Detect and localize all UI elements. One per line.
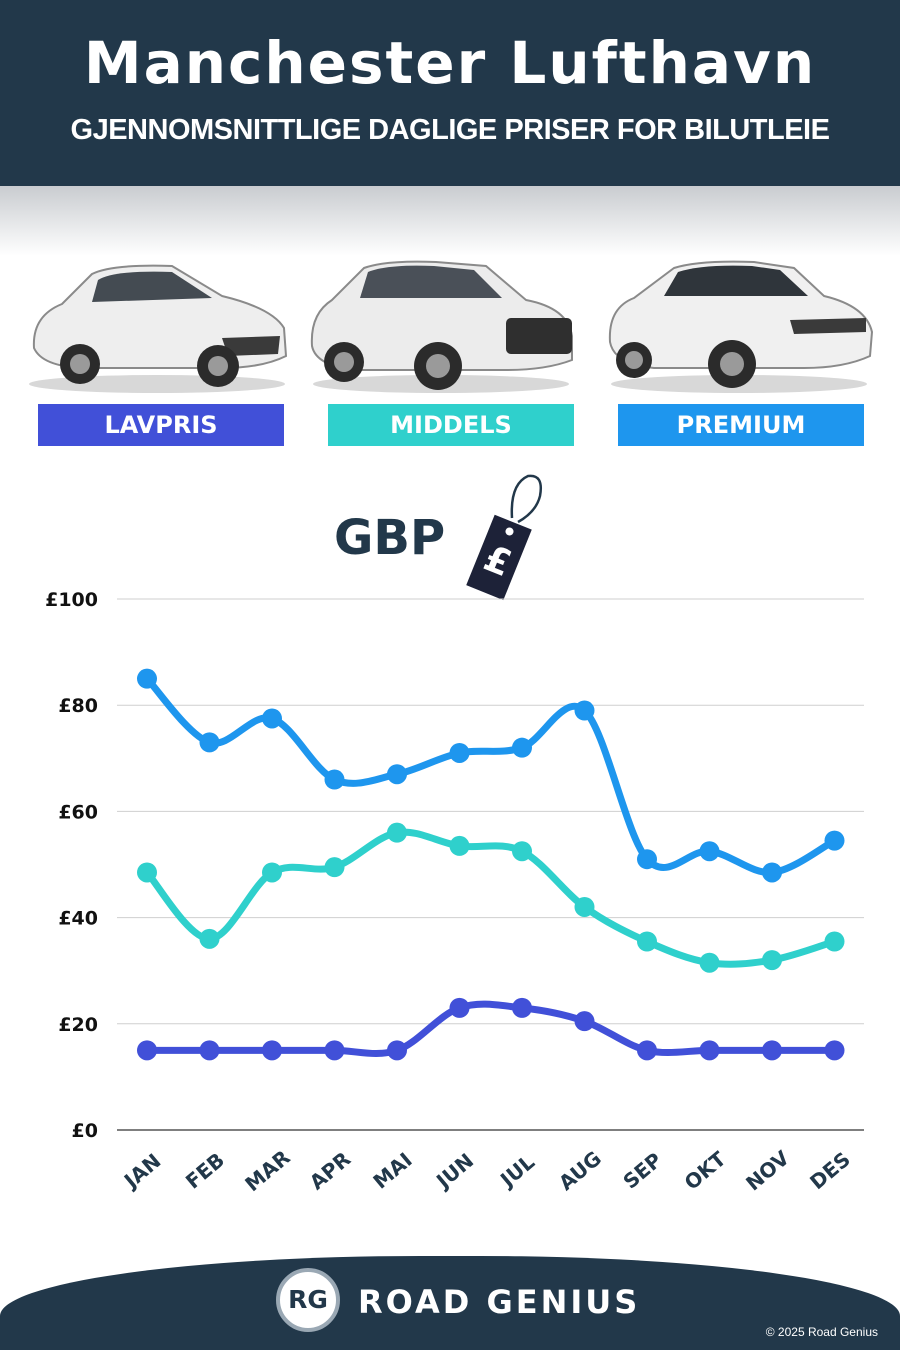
brand-name: ROAD GENIUS bbox=[358, 1283, 641, 1321]
data-point-middels bbox=[324, 857, 345, 878]
x-tick-label: APR bbox=[305, 1147, 355, 1195]
data-point-middels bbox=[387, 822, 407, 843]
price-tag-icon: £ bbox=[466, 474, 542, 601]
header: Manchester Lufthavn GJENNOMSNITTLIGE DAG… bbox=[0, 0, 900, 186]
data-point-premium bbox=[762, 862, 782, 883]
data-point-premium bbox=[199, 732, 220, 753]
y-tick-label: £20 bbox=[58, 1014, 98, 1036]
brand-logo-icon: RG bbox=[276, 1268, 340, 1332]
data-point-middels bbox=[824, 931, 845, 952]
category-badge-middels: MIDDELS bbox=[328, 404, 574, 446]
x-tick-label: DES bbox=[805, 1147, 855, 1194]
data-point-lavpris bbox=[262, 1040, 282, 1061]
data-point-premium bbox=[512, 737, 532, 758]
x-tick-label: JUL bbox=[494, 1150, 539, 1193]
x-tick-label: AUG bbox=[554, 1146, 606, 1195]
x-tick-label: NOV bbox=[741, 1145, 794, 1195]
price-line-chart: £0 £20 £40 £60 £80 £100 JAN FEB MAR APR MAI JUN JUL A… bbox=[45, 589, 864, 1196]
y-tick-label: £40 bbox=[58, 908, 98, 930]
page-subtitle: GJENNOMSNITTLIGE DAGLIGE PRISER FOR BILU… bbox=[70, 114, 830, 146]
data-point-middels bbox=[137, 862, 157, 883]
data-point-lavpris bbox=[449, 997, 470, 1018]
data-point-premium bbox=[262, 708, 282, 729]
data-point-premium bbox=[824, 830, 845, 851]
x-tick-label: MAR bbox=[240, 1145, 294, 1196]
x-tick-label: FEB bbox=[181, 1148, 229, 1194]
category-badge-lavpris: LAVPRIS bbox=[38, 404, 284, 446]
data-point-premium bbox=[699, 841, 720, 862]
x-tick-label: JAN bbox=[118, 1149, 165, 1194]
x-tick-label: OKT bbox=[680, 1146, 731, 1194]
series-line-lavpris bbox=[143, 1000, 838, 1057]
data-point-middels bbox=[262, 862, 282, 883]
data-point-lavpris bbox=[699, 1040, 720, 1061]
x-tick-label: JUN bbox=[430, 1148, 478, 1194]
y-tick-label: £100 bbox=[45, 589, 98, 611]
data-point-middels bbox=[199, 928, 220, 949]
x-tick-label: MAI bbox=[368, 1148, 416, 1194]
data-point-premium bbox=[137, 668, 157, 689]
footer bbox=[0, 1256, 900, 1350]
premium-suv-car-image bbox=[604, 256, 874, 396]
y-tick-label: £0 bbox=[72, 1120, 98, 1142]
data-point-lavpris bbox=[512, 997, 532, 1018]
data-point-lavpris bbox=[762, 1040, 782, 1061]
data-point-middels bbox=[637, 931, 657, 952]
data-point-premium bbox=[637, 849, 657, 870]
data-point-premium bbox=[449, 742, 470, 763]
data-point-premium bbox=[324, 769, 345, 790]
data-point-lavpris bbox=[824, 1040, 845, 1061]
page-title: Manchester Lufthavn bbox=[83, 29, 817, 97]
header-shadow bbox=[0, 186, 900, 256]
data-point-lavpris bbox=[199, 1040, 220, 1061]
data-point-middels bbox=[512, 841, 532, 862]
data-point-lavpris bbox=[574, 1011, 595, 1032]
data-point-middels bbox=[574, 896, 595, 917]
category-badge-premium: PREMIUM bbox=[618, 404, 864, 446]
data-point-lavpris bbox=[637, 1040, 657, 1061]
data-point-lavpris bbox=[324, 1040, 345, 1061]
series-line-middels bbox=[143, 828, 838, 968]
copyright-text: © 2025 Road Genius bbox=[765, 1325, 878, 1339]
x-tick-label: SEP bbox=[618, 1148, 666, 1194]
hatchback-car-image bbox=[22, 256, 292, 396]
suv-car-image bbox=[306, 256, 576, 396]
data-point-middels bbox=[449, 835, 470, 856]
y-tick-label: £80 bbox=[58, 695, 98, 717]
currency-label: GBP bbox=[334, 510, 446, 566]
data-point-lavpris bbox=[137, 1040, 157, 1061]
data-point-premium bbox=[387, 764, 407, 785]
data-point-middels bbox=[762, 950, 782, 971]
data-point-middels bbox=[699, 952, 720, 973]
data-point-lavpris bbox=[387, 1040, 407, 1061]
y-tick-label: £60 bbox=[58, 801, 98, 823]
data-point-premium bbox=[574, 700, 595, 721]
